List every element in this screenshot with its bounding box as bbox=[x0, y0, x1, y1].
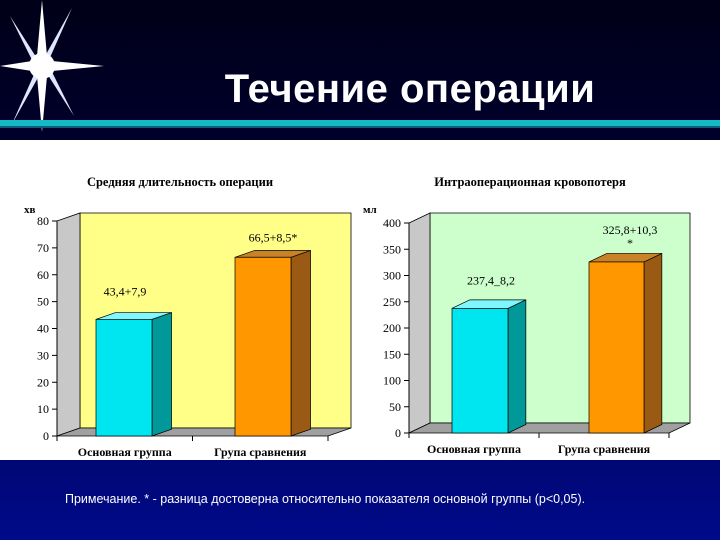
data-label: * bbox=[627, 236, 633, 250]
y-tick-label: 250 bbox=[383, 295, 401, 309]
side-wall bbox=[408, 212, 431, 434]
footnote: Примечание. * - разница достоверна относ… bbox=[65, 492, 586, 506]
y-tick-label: 400 bbox=[383, 216, 401, 230]
y-tick-label: 70 bbox=[37, 241, 49, 255]
y-tick-label: 350 bbox=[383, 242, 401, 256]
data-label: 237,4_8,2 bbox=[467, 273, 515, 287]
bar-side bbox=[151, 312, 172, 437]
bar bbox=[451, 308, 509, 434]
slide-title: Течение операции bbox=[224, 66, 596, 111]
y-tick-label: 50 bbox=[37, 295, 49, 309]
data-label: 66,5+8,5* bbox=[249, 230, 298, 244]
x-category-label: Основная группа bbox=[427, 442, 521, 456]
side-wall bbox=[56, 212, 81, 437]
y-tick-label: 40 bbox=[37, 322, 49, 336]
y-tick-label: 200 bbox=[383, 321, 401, 335]
x-category-label: Група сравнения bbox=[558, 442, 651, 456]
bar bbox=[588, 261, 645, 434]
charts-area: Средняя длительность операции хв 0 10 20 30… bbox=[24, 175, 691, 459]
y-tick-label: 100 bbox=[383, 374, 401, 388]
chart-duration: Средняя длительность операции хв 0 10 20 30… bbox=[24, 175, 352, 459]
data-label: 325,8+10,3 bbox=[603, 223, 658, 237]
y-tick-label: 0 bbox=[43, 429, 49, 443]
bar-side bbox=[290, 249, 311, 437]
bar bbox=[95, 319, 153, 437]
y-tick-label: 30 bbox=[37, 348, 49, 362]
bar-side bbox=[643, 252, 663, 434]
y-tick-label: 20 bbox=[37, 375, 49, 389]
bar-side bbox=[507, 299, 527, 434]
bar-primary-group bbox=[451, 299, 527, 434]
x-category-label: Група сравнения bbox=[214, 445, 307, 459]
title-divider bbox=[0, 120, 720, 128]
chart-title: Средняя длительность операции bbox=[87, 175, 273, 189]
y-tick-label: 60 bbox=[37, 268, 49, 282]
starburst-icon bbox=[0, 0, 104, 132]
y-axis-label: мл bbox=[363, 204, 377, 216]
bar-compare-group bbox=[234, 249, 311, 437]
chart-title: Интраоперационная кровопотеря bbox=[434, 175, 626, 189]
data-label: 43,4+7,9 bbox=[104, 284, 147, 298]
bar-primary-group bbox=[95, 312, 172, 437]
y-tick-label: 80 bbox=[37, 214, 49, 228]
y-tick-label: 10 bbox=[37, 402, 49, 416]
bar-compare-group bbox=[588, 252, 663, 434]
x-category-label: Основная группа bbox=[78, 445, 172, 459]
chart-bloodloss: Интраоперационная кровопотеря мл 0 50 100 1… bbox=[363, 175, 691, 456]
bar bbox=[234, 256, 292, 437]
y-tick-label: 0 bbox=[395, 426, 401, 440]
y-tick-label: 150 bbox=[383, 347, 401, 361]
y-tick-label: 300 bbox=[383, 269, 401, 283]
y-tick-label: 50 bbox=[389, 400, 401, 414]
y-axis-label: хв bbox=[24, 204, 36, 216]
